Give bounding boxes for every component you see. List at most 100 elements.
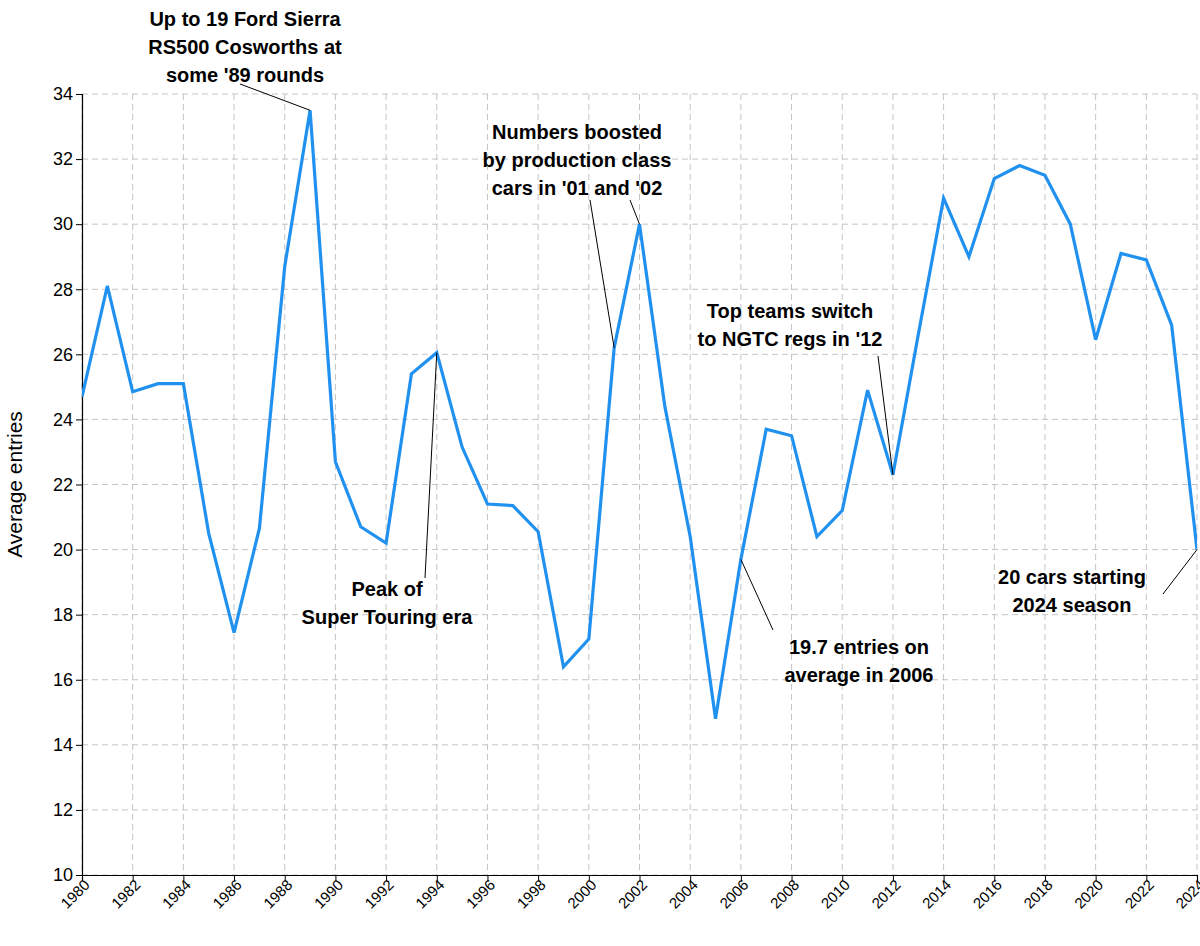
annotation: 2024 season bbox=[1013, 594, 1132, 616]
tick-label: 1998 bbox=[513, 876, 549, 912]
tick: 2020 bbox=[1071, 875, 1107, 912]
tick: 1982 bbox=[108, 875, 144, 912]
annotation: Numbers boosted bbox=[492, 121, 662, 143]
tick-mark bbox=[76, 810, 82, 811]
y-axis: 10 12 14 16 18 20 22 24 26 28 30 32 34 bbox=[53, 84, 83, 885]
annotation: RS500 Cosworths at bbox=[148, 36, 342, 58]
annotation: cars in '01 and '02 bbox=[492, 177, 663, 199]
grid-line bbox=[284, 94, 285, 875]
series-line bbox=[82, 110, 1197, 719]
tick-label: 1992 bbox=[361, 876, 397, 912]
tick-label: 1994 bbox=[412, 876, 448, 912]
grid-line bbox=[892, 94, 893, 875]
tick: 2000 bbox=[564, 875, 600, 912]
tick: 32 bbox=[53, 149, 82, 169]
tick: 2024 bbox=[1172, 875, 1200, 912]
tick: 2022 bbox=[1121, 875, 1157, 912]
tick: 1988 bbox=[260, 875, 296, 912]
grid-line bbox=[791, 94, 792, 875]
grid-line bbox=[994, 94, 995, 875]
annotation: Super Touring era bbox=[302, 606, 474, 628]
grid-line bbox=[1044, 94, 1045, 875]
tick: 22 bbox=[53, 475, 82, 495]
tick-label: 2014 bbox=[919, 876, 955, 912]
tick-label: 2020 bbox=[1071, 876, 1107, 912]
tick: 1992 bbox=[361, 875, 397, 912]
tick-label: 26 bbox=[53, 345, 73, 365]
tick-label: 18 bbox=[53, 605, 73, 625]
tick-label: 30 bbox=[53, 214, 73, 234]
tick: 1986 bbox=[209, 875, 245, 912]
tick-label: 14 bbox=[53, 735, 73, 755]
tick-mark bbox=[76, 224, 82, 225]
tick-label: 2000 bbox=[564, 876, 600, 912]
tick-mark bbox=[76, 615, 82, 616]
tick-label: 2022 bbox=[1121, 876, 1157, 912]
tick-label: 1990 bbox=[311, 876, 347, 912]
leader-line bbox=[590, 200, 614, 348]
tick-mark bbox=[76, 159, 82, 160]
grid bbox=[82, 94, 1197, 875]
tick: 28 bbox=[53, 280, 82, 300]
tick-label: 32 bbox=[53, 149, 73, 169]
annotation: 20 cars starting bbox=[998, 566, 1146, 588]
tick: 26 bbox=[53, 345, 82, 365]
tick-label: 2012 bbox=[868, 876, 904, 912]
annotation: by production class bbox=[483, 149, 672, 171]
tick-label: 20 bbox=[53, 540, 73, 560]
tick-label: 1996 bbox=[463, 876, 499, 912]
tick-label: 10 bbox=[53, 865, 73, 885]
tick-label: 24 bbox=[53, 410, 73, 430]
tick: 2016 bbox=[969, 875, 1005, 912]
tick-label: 1988 bbox=[260, 876, 296, 912]
grid-line bbox=[183, 94, 184, 875]
tick: 1998 bbox=[513, 875, 549, 912]
tick: 2010 bbox=[817, 875, 853, 912]
tick-label: 12 bbox=[53, 800, 73, 820]
annotation: average in 2006 bbox=[785, 664, 934, 686]
tick: 2018 bbox=[1020, 875, 1056, 912]
tick: 12 bbox=[53, 800, 82, 820]
grid-line bbox=[1197, 94, 1198, 875]
tick-mark bbox=[76, 419, 82, 420]
tick-label: 2010 bbox=[817, 876, 853, 912]
tick-label: 16 bbox=[53, 670, 73, 690]
tick-mark bbox=[76, 485, 82, 486]
annotation: some '89 rounds bbox=[166, 64, 324, 86]
axis-title: Average entries bbox=[3, 411, 26, 558]
grid-line bbox=[842, 94, 843, 875]
leader-line bbox=[240, 84, 310, 110]
leader-line bbox=[878, 356, 893, 475]
x-axis: 1980 1982 1984 1986 1988 1990 1992 1994 1996 1998… bbox=[57, 875, 1200, 912]
grid-line bbox=[132, 94, 133, 875]
tick: 1980 bbox=[57, 875, 93, 912]
annotation: Up to 19 Ford Sierra bbox=[149, 8, 341, 30]
axis-line bbox=[76, 95, 83, 876]
grid-line bbox=[943, 94, 944, 875]
grid-line bbox=[487, 94, 488, 875]
tick-label: 1982 bbox=[108, 876, 144, 912]
tick: 1984 bbox=[158, 875, 194, 912]
tick-label: 2002 bbox=[615, 876, 651, 912]
tick-label: 2018 bbox=[1020, 876, 1056, 912]
tick: 2004 bbox=[665, 875, 701, 912]
grid-line bbox=[1095, 94, 1096, 875]
tick-mark bbox=[76, 289, 82, 290]
tick-label: 2006 bbox=[716, 876, 752, 912]
grid-line bbox=[740, 94, 741, 875]
tick-label: 2008 bbox=[767, 876, 803, 912]
annotations: Up to 19 Ford Sierra RS500 Cosworths at so… bbox=[148, 8, 1197, 686]
tick: 24 bbox=[53, 410, 82, 430]
tick-label: 34 bbox=[53, 84, 73, 104]
tick: 2002 bbox=[615, 875, 651, 912]
tick-label: 1980 bbox=[57, 876, 93, 912]
grid-line bbox=[690, 94, 691, 875]
grid-line bbox=[538, 94, 539, 875]
annotation: Peak of bbox=[351, 578, 422, 600]
plot-area bbox=[82, 110, 1197, 719]
tick: 14 bbox=[53, 735, 82, 755]
tick-label: 28 bbox=[53, 280, 73, 300]
tick-mark bbox=[76, 354, 82, 355]
tick: 2012 bbox=[868, 875, 904, 912]
leader-line bbox=[1163, 550, 1197, 594]
